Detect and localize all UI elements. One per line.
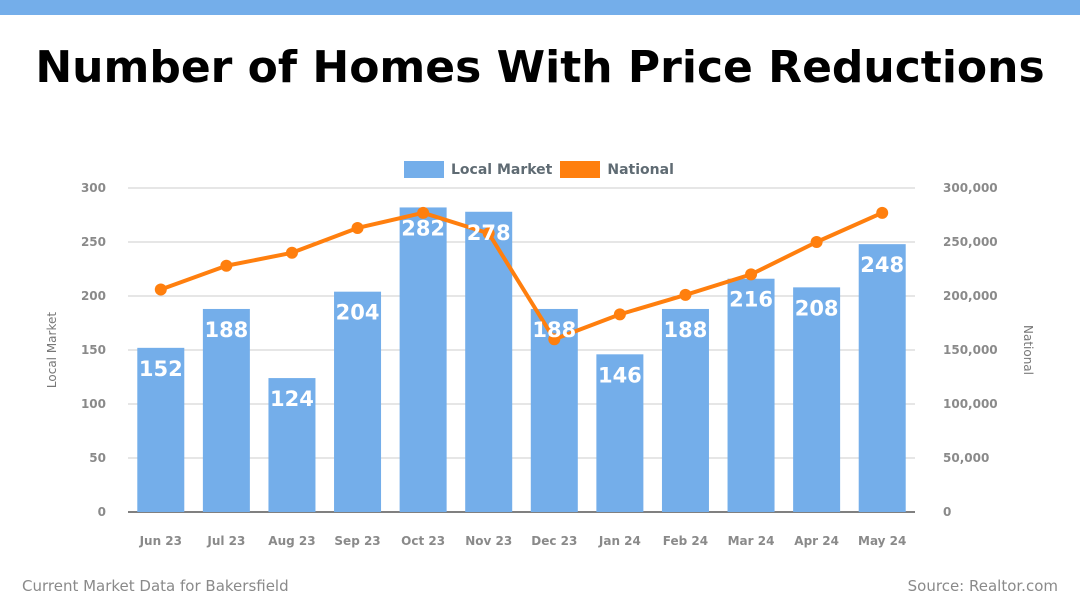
national-point	[679, 288, 692, 301]
x-tick-label: May 24	[858, 534, 906, 548]
national-point	[745, 268, 758, 281]
y-tick-label-left: 200	[81, 289, 106, 303]
national-point	[548, 333, 561, 346]
bar	[793, 287, 841, 512]
national-point	[220, 259, 233, 272]
bar	[596, 354, 644, 512]
y-tick-label-left: 0	[98, 505, 106, 519]
legend-item-national: National	[560, 161, 674, 178]
bar-data-label: 188	[532, 318, 576, 342]
bar-data-label: 124	[270, 387, 314, 411]
footer-market-label: Current Market Data for Bakersfield	[22, 577, 289, 595]
y-tick-label-right: 0	[943, 505, 951, 519]
bar	[399, 207, 447, 512]
x-tick-label: Aug 23	[268, 534, 315, 548]
y-tick-label-right: 200,000	[943, 289, 998, 303]
bar-data-label: 204	[336, 301, 380, 325]
national-point	[351, 221, 364, 234]
bar	[334, 291, 382, 512]
x-tick-label: Sep 23	[334, 534, 380, 548]
national-point	[613, 308, 626, 321]
y-tick-label-left: 250	[81, 235, 106, 249]
bar-data-label: 248	[860, 253, 904, 277]
national-point	[876, 206, 889, 219]
national-point	[482, 227, 495, 240]
x-tick-label: Jun 23	[139, 534, 182, 548]
legend-item-local-market: Local Market	[404, 161, 552, 178]
y-tick-label-left: 100	[81, 397, 106, 411]
top-accent-bar	[0, 0, 1080, 15]
y-tick-label-left: 300	[81, 181, 106, 195]
bar	[137, 347, 185, 512]
bar-data-label: 278	[467, 221, 511, 245]
legend-label-local-market: Local Market	[451, 161, 553, 178]
bar	[661, 308, 709, 512]
national-point	[810, 236, 823, 248]
y-tick-label-right: 250,000	[943, 235, 998, 249]
footer-source: Source: Realtor.com	[907, 577, 1058, 595]
bar-data-label: 208	[795, 296, 839, 320]
bar-data-label: 146	[598, 363, 642, 387]
bar	[202, 308, 250, 512]
bar	[858, 244, 906, 512]
national-point	[154, 283, 167, 296]
bar-data-label: 188	[664, 318, 708, 342]
bar-data-label: 152	[139, 357, 183, 381]
bar-data-label: 216	[729, 288, 773, 312]
bar	[268, 378, 316, 512]
x-tick-label: Dec 23	[531, 534, 577, 548]
y-tick-label-left: 150	[81, 343, 106, 357]
bar-data-label: 282	[401, 216, 445, 240]
y-tick-label-right: 150,000	[943, 343, 998, 357]
x-tick-label: Apr 24	[794, 534, 839, 548]
y-tick-label-left: 50	[89, 451, 106, 465]
legend-label-national: National	[607, 161, 674, 178]
chart-legend: Local Market National	[404, 161, 682, 178]
national-series-line	[160, 210, 884, 342]
x-tick-label: Mar 24	[728, 534, 775, 548]
x-tick-label: Jan 24	[598, 534, 641, 548]
y-tick-label-right: 300,000	[943, 181, 998, 195]
page-title: Number of Homes With Price Reductions	[35, 42, 1045, 93]
bar-data-label: 188	[204, 318, 248, 342]
bar	[727, 278, 775, 512]
x-tick-label: Oct 23	[401, 534, 445, 548]
x-tick-label: Feb 24	[663, 534, 708, 548]
x-tick-label: Nov 23	[465, 534, 512, 548]
legend-swatch-national	[560, 161, 601, 178]
legend-swatch-local-market	[404, 161, 444, 178]
x-tick-label: Jul 23	[206, 534, 245, 548]
y-tick-label-right: 100,000	[943, 397, 998, 411]
national-point	[417, 206, 430, 219]
y-tick-label-right: 50,000	[943, 451, 989, 465]
national-point	[285, 246, 298, 259]
